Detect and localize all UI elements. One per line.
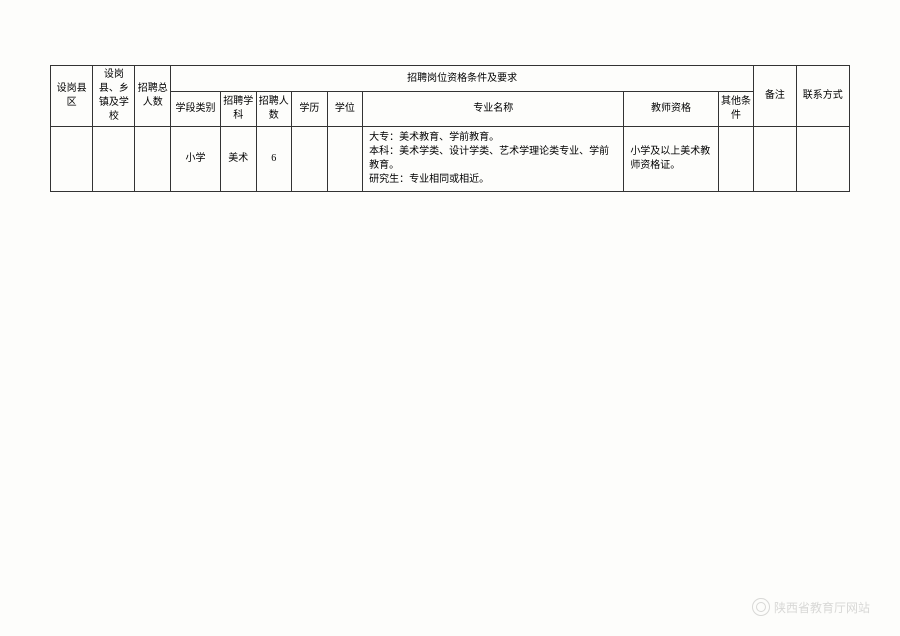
header-degree: 学位 [327, 92, 363, 127]
cell-township [93, 127, 135, 192]
cell-cert: 小学及以上美术教师资格证。 [624, 127, 718, 192]
recruitment-table: 设岗县区 设岗县、乡镇及学校 招聘总人数 招聘岗位资格条件及要求 备注 联系方式… [50, 65, 850, 192]
cell-contact [796, 127, 849, 192]
header-count: 招聘人数 [256, 92, 292, 127]
header-other: 其他条件 [718, 92, 754, 127]
header-education: 学历 [292, 92, 328, 127]
table-row: 小学 美术 6 大专：美术教育、学前教育。本科：美术学类、设计学类、艺术学理论类… [51, 127, 850, 192]
cell-education [292, 127, 328, 192]
header-level: 学段类别 [170, 92, 220, 127]
table-header-row-2: 学段类别 招聘学科 招聘人数 学历 学位 专业名称 教师资格 其他条件 [51, 92, 850, 127]
cell-level: 小学 [170, 127, 220, 192]
watermark: 陕西省教育厅网站 [752, 598, 870, 616]
cell-total [135, 127, 171, 192]
table-container: 设岗县区 设岗县、乡镇及学校 招聘总人数 招聘岗位资格条件及要求 备注 联系方式… [50, 65, 850, 192]
header-subject: 招聘学科 [220, 92, 256, 127]
header-township: 设岗县、乡镇及学校 [93, 66, 135, 127]
cell-degree [327, 127, 363, 192]
cell-county [51, 127, 93, 192]
header-total: 招聘总人数 [135, 66, 171, 127]
cell-subject: 美术 [220, 127, 256, 192]
header-cert: 教师资格 [624, 92, 718, 127]
cell-count: 6 [256, 127, 292, 192]
watermark-icon [752, 598, 770, 616]
header-contact: 联系方式 [796, 66, 849, 127]
cell-remark [754, 127, 796, 192]
table-header-row-1: 设岗县区 设岗县、乡镇及学校 招聘总人数 招聘岗位资格条件及要求 备注 联系方式 [51, 66, 850, 92]
header-remark: 备注 [754, 66, 796, 127]
watermark-text: 陕西省教育厅网站 [774, 599, 870, 616]
header-group: 招聘岗位资格条件及要求 [170, 66, 753, 92]
header-county: 设岗县区 [51, 66, 93, 127]
header-major: 专业名称 [363, 92, 624, 127]
cell-major: 大专：美术教育、学前教育。本科：美术学类、设计学类、艺术学理论类专业、学前教育。… [363, 127, 624, 192]
cell-other [718, 127, 754, 192]
